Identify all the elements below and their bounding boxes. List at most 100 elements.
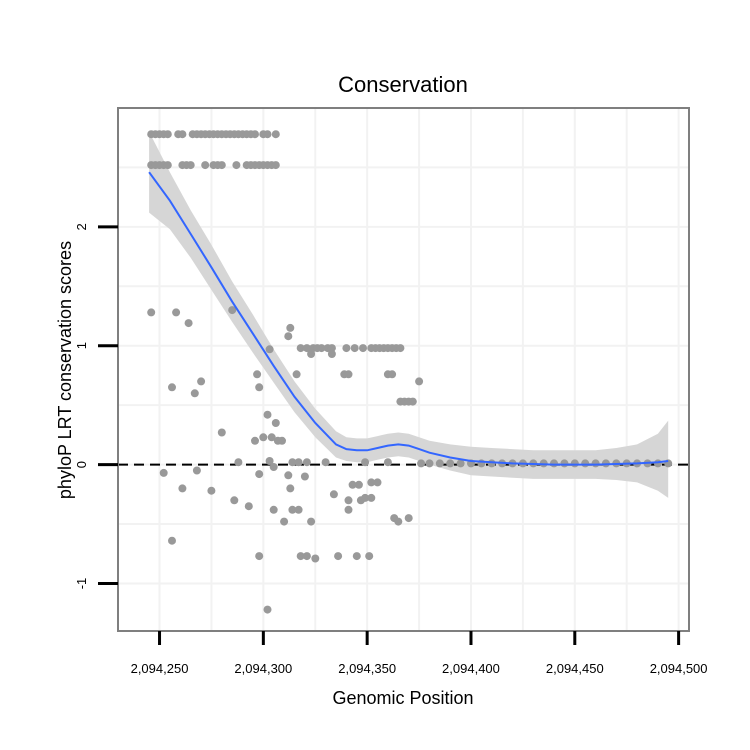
data-point	[300, 472, 309, 481]
data-point	[334, 552, 343, 561]
x-tick-label: 2,094,450	[546, 661, 604, 676]
data-point	[288, 458, 297, 467]
data-point	[232, 161, 241, 170]
data-point	[296, 552, 305, 561]
panel-background	[118, 108, 689, 631]
data-point	[404, 514, 413, 523]
chart-title: Conservation	[338, 72, 468, 97]
data-point	[192, 466, 201, 475]
y-axis-title: phyloP LRT conservation scores	[55, 241, 75, 499]
data-point	[186, 161, 195, 170]
data-point	[388, 370, 397, 379]
data-point	[234, 458, 243, 467]
data-point	[284, 471, 293, 480]
data-point	[307, 517, 316, 526]
data-point	[348, 480, 357, 489]
data-point	[280, 517, 289, 526]
y-tick-label: 1	[74, 342, 89, 349]
data-point	[487, 459, 496, 468]
data-point	[591, 459, 600, 468]
data-point	[269, 463, 278, 471]
data-point	[302, 458, 311, 467]
data-point	[365, 552, 374, 561]
x-tick-label: 2,094,350	[338, 661, 396, 676]
data-point	[163, 161, 172, 170]
data-point	[159, 468, 168, 477]
y-axis: -1 0 1 2	[74, 223, 118, 589]
data-point	[255, 552, 264, 561]
data-point	[344, 496, 353, 505]
data-point	[329, 490, 338, 499]
data-point	[653, 459, 662, 468]
data-point	[361, 458, 370, 467]
data-point	[286, 484, 295, 493]
data-point	[217, 428, 226, 437]
data-point	[278, 436, 286, 445]
data-point	[373, 478, 382, 487]
data-point	[307, 350, 316, 358]
y-tick-label: 2	[74, 223, 89, 230]
data-point	[344, 370, 353, 379]
data-point	[361, 493, 370, 502]
data-point	[367, 478, 376, 487]
y-tick-label: -1	[74, 578, 89, 590]
data-point	[570, 459, 579, 468]
data-point	[456, 459, 465, 468]
data-point	[255, 383, 264, 392]
data-point	[178, 484, 187, 493]
data-point	[425, 459, 434, 468]
data-point	[317, 344, 326, 353]
data-point	[217, 161, 226, 170]
data-point	[263, 410, 272, 419]
data-point	[168, 383, 176, 392]
data-point	[415, 377, 424, 386]
data-point	[251, 130, 259, 139]
x-tick-label: 2,094,500	[650, 661, 708, 676]
data-point	[284, 332, 293, 341]
data-point	[163, 130, 172, 139]
data-point	[244, 502, 253, 511]
data-point	[396, 344, 405, 353]
data-point	[311, 554, 320, 563]
loess-smooth-line	[148, 171, 669, 466]
data-point	[296, 344, 305, 353]
data-point	[168, 536, 176, 545]
data-point	[581, 459, 590, 468]
data-point	[147, 308, 156, 317]
data-point	[354, 480, 363, 489]
data-point	[255, 470, 264, 479]
data-point	[184, 319, 193, 328]
data-point	[294, 505, 303, 514]
data-point	[253, 370, 262, 379]
x-axis: 2,094,250 2,094,300 2,094,350 2,094,400 2,09…	[131, 631, 708, 676]
data-point	[201, 161, 210, 170]
data-point	[269, 505, 278, 514]
data-point	[271, 419, 280, 427]
data-point	[446, 459, 455, 468]
data-point	[352, 552, 361, 561]
data-point	[265, 457, 274, 465]
x-tick-label: 2,094,300	[234, 661, 292, 676]
data-point	[259, 433, 268, 442]
data-point	[172, 308, 181, 317]
data-point	[286, 323, 295, 332]
data-point	[394, 517, 403, 526]
data-point	[327, 350, 336, 358]
data-point	[342, 344, 351, 353]
data-point	[560, 459, 569, 468]
data-point	[350, 344, 359, 353]
data-point	[271, 130, 280, 139]
data-point	[265, 345, 274, 354]
data-point	[190, 389, 199, 398]
x-axis-title: Genomic Position	[332, 688, 473, 708]
data-point	[417, 459, 426, 468]
data-point	[321, 458, 330, 467]
y-tick-label: 0	[74, 461, 89, 468]
data-point	[288, 505, 297, 514]
data-point	[271, 161, 280, 170]
data-point	[302, 344, 311, 353]
data-point	[327, 344, 336, 353]
data-point	[367, 493, 376, 502]
data-point	[263, 605, 272, 614]
